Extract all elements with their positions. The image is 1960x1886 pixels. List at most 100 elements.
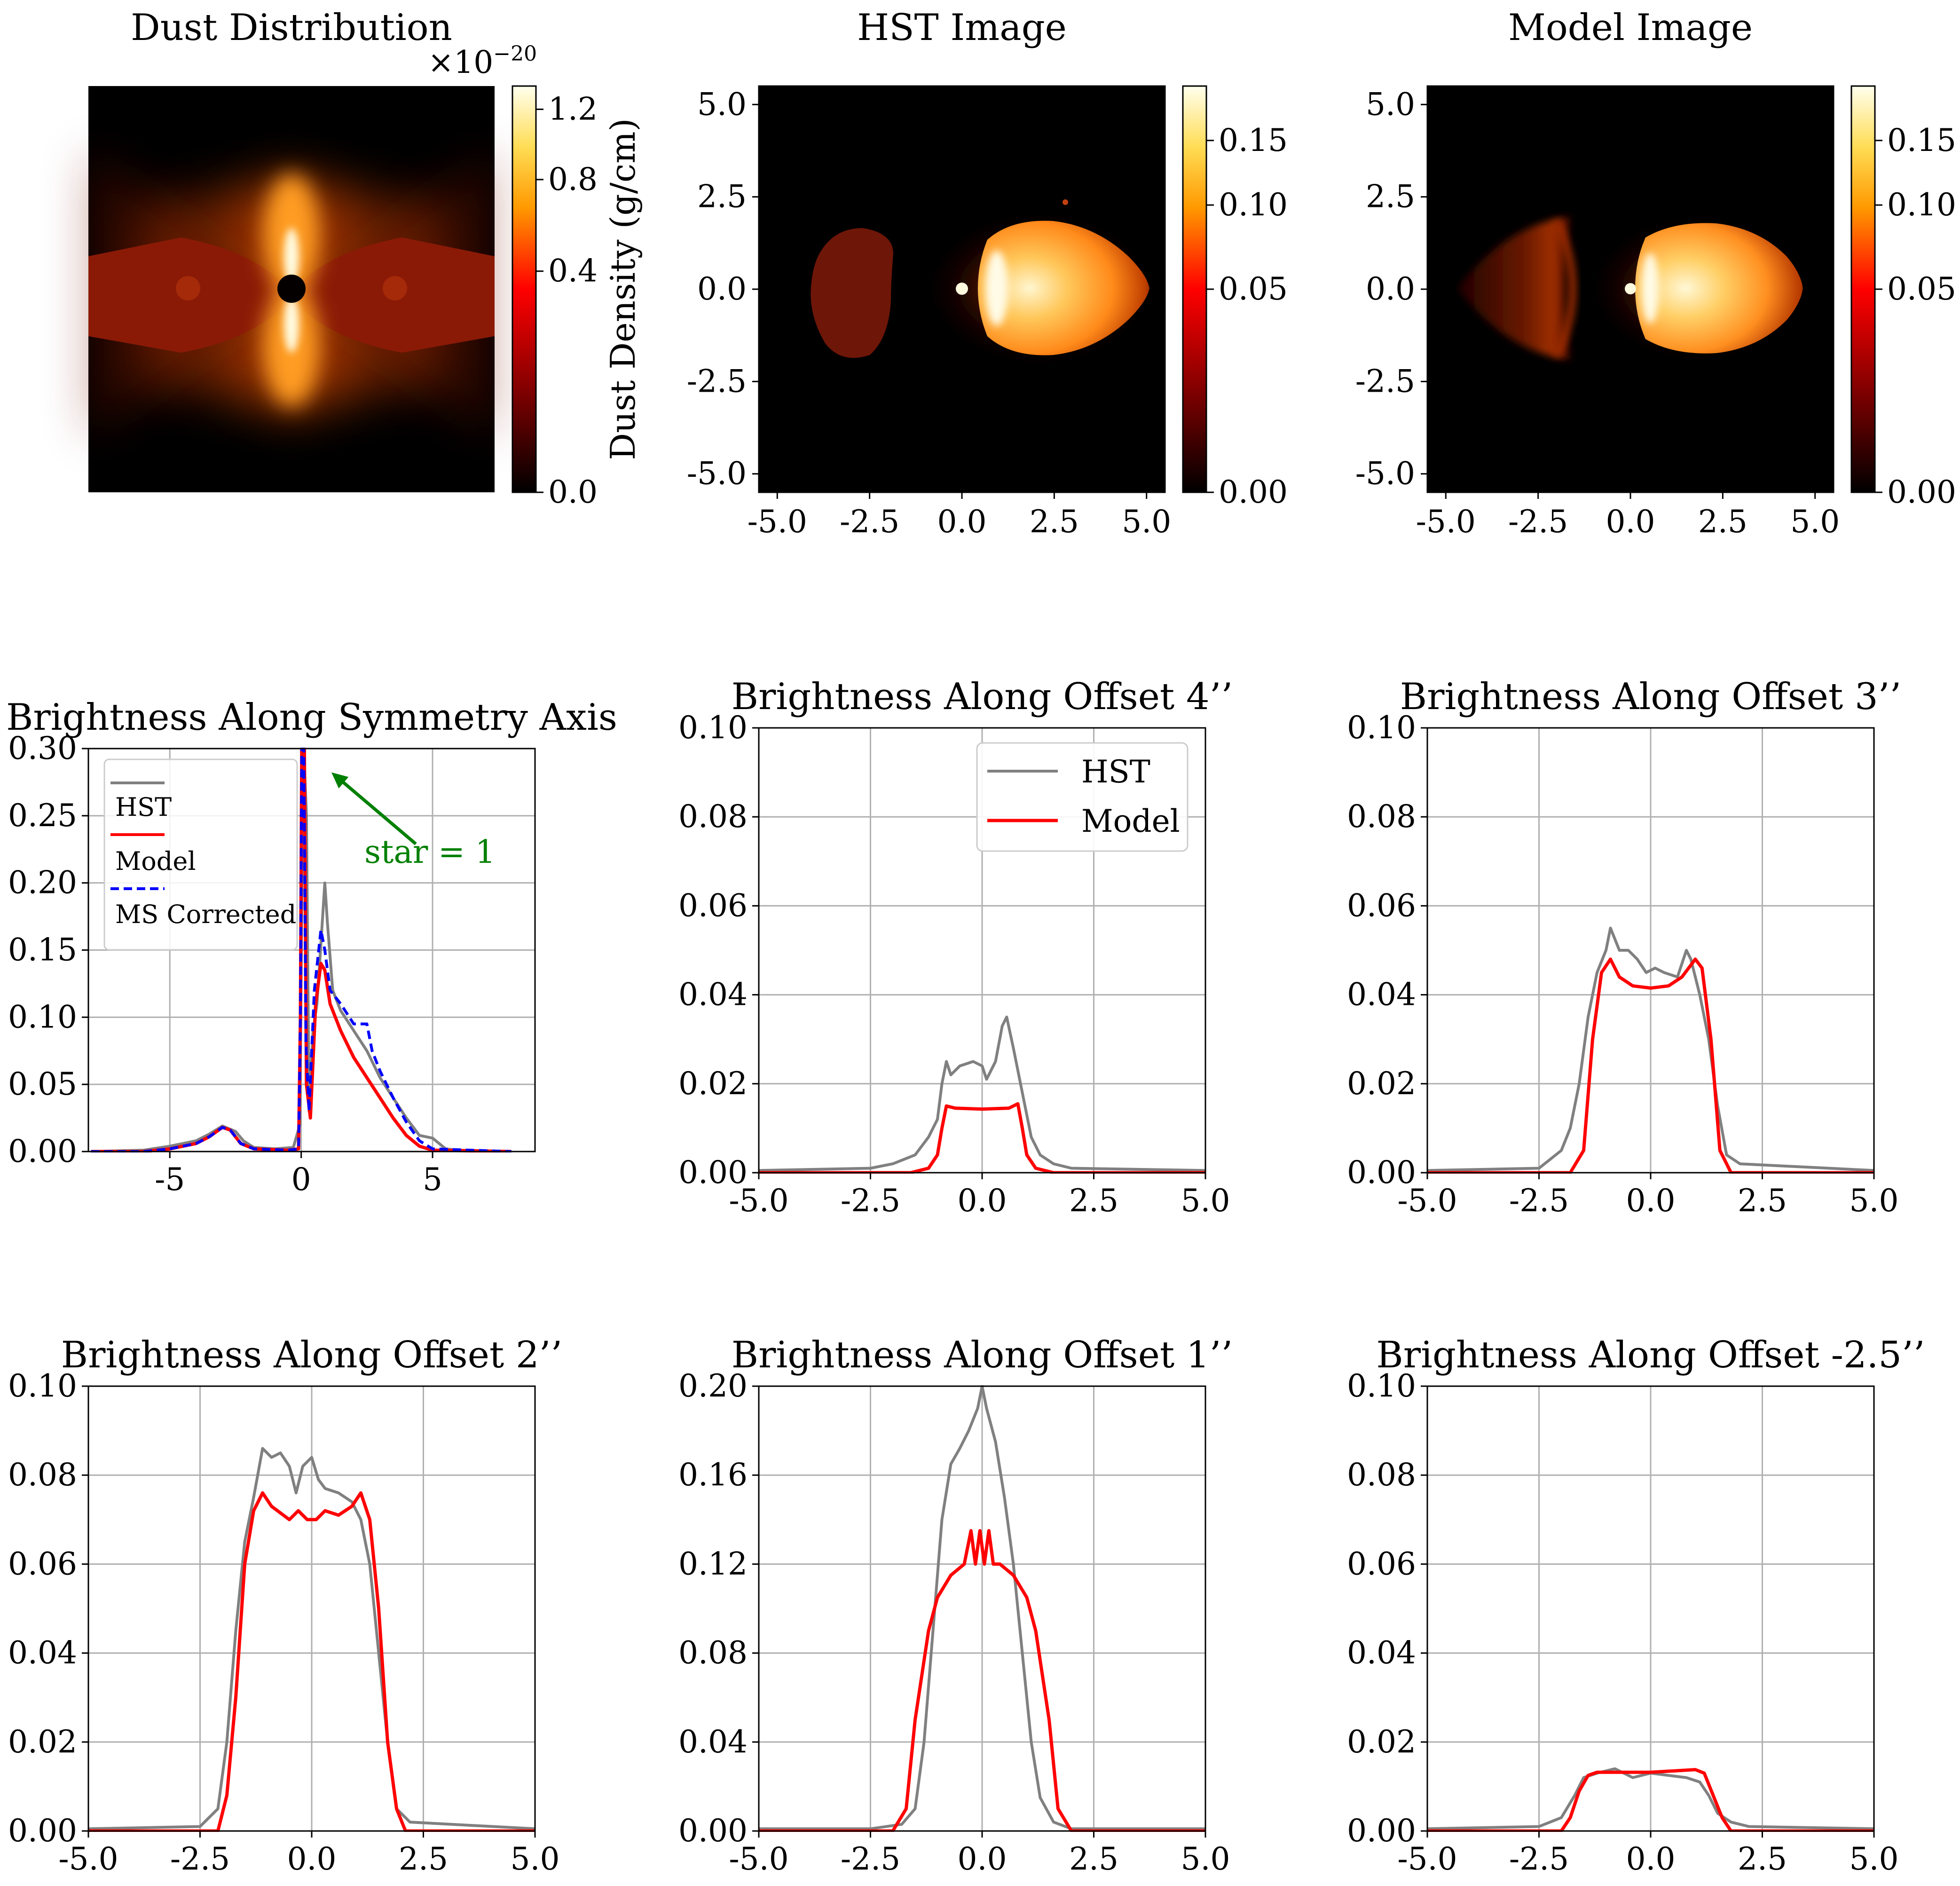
off1-ytick-label: 0.04 bbox=[678, 1724, 748, 1760]
dust-distribution-panel: Dust Distribution 1.2 0.8 0.4 0.0 ×10−20 Du… bbox=[88, 7, 643, 510]
off2-xtick-label: 2.5 bbox=[399, 1841, 448, 1877]
offset-4-plot: Brightness Along Offset 4’’ -5.0 -2.5 0.0 2.… bbox=[678, 676, 1233, 1219]
hst-xtick-label: 0.0 bbox=[937, 504, 987, 540]
off3-ytick-label: 0.02 bbox=[1347, 1065, 1416, 1102]
model-colorbar-tick-label: 0.05 bbox=[1887, 271, 1956, 307]
model-image-panel: Model Image 0.15 0.10 0.05 0.00 -5.0 -2.5 0.0… bbox=[1355, 7, 1956, 540]
dust-colorbar-multiplier: ×10−20 bbox=[428, 42, 537, 80]
hst-image-axes: -5.0 -2.5 0.0 2.5 5.0 5.0 2.5 0.0 -2.5 -5.0 bbox=[687, 85, 1171, 540]
off1-ytick-label: 0.20 bbox=[678, 1368, 748, 1404]
off1-xtick-label: -5.0 bbox=[729, 1841, 788, 1877]
hst-ytick-label: -5.0 bbox=[687, 456, 747, 492]
sym-series-model bbox=[91, 748, 512, 1152]
off1-ytick-label: 0.00 bbox=[678, 1813, 748, 1849]
model-image-axes: -5.0 -2.5 0.0 2.5 5.0 5.0 2.5 0.0 -2.5 -5.0 bbox=[1355, 85, 1840, 540]
off2-ytick-label: 0.10 bbox=[8, 1368, 77, 1404]
off4-series-hst bbox=[759, 1015, 1205, 1172]
model-colorbar bbox=[1850, 85, 1876, 493]
offm25-title: Brightness Along Offset -2.5’’ bbox=[1376, 1334, 1925, 1376]
off2-series-model bbox=[88, 1491, 535, 1832]
off1-ytick-label: 0.12 bbox=[678, 1546, 748, 1582]
off3-ytick-label: 0.04 bbox=[1347, 977, 1416, 1013]
sym-ytick-label: 0.10 bbox=[8, 999, 77, 1035]
off4-legend: HST Model bbox=[976, 742, 1189, 852]
sym-xtick-label: 0 bbox=[291, 1161, 311, 1198]
hst-colorbar-tick-label: 0.05 bbox=[1219, 271, 1288, 307]
sym-title: Brightness Along Symmetry Axis bbox=[6, 696, 617, 739]
off1-xtick-label: 0.0 bbox=[958, 1841, 1007, 1877]
model-colorbar-tick-label: 0.15 bbox=[1887, 122, 1956, 158]
dust-colorbar-ticks: 1.2 0.8 0.4 0.0 bbox=[536, 91, 598, 510]
off4-ytick-label: 0.02 bbox=[678, 1065, 748, 1102]
sym-legend-label-model: Model bbox=[115, 846, 196, 876]
off2-xtick-label: 5.0 bbox=[511, 1841, 560, 1877]
model-ytick-label: 2.5 bbox=[1366, 179, 1415, 215]
off4-legend-label-model: Model bbox=[1081, 803, 1180, 839]
off1-xtick-label: 5.0 bbox=[1181, 1841, 1230, 1877]
off4-xtick-label: 5.0 bbox=[1181, 1183, 1230, 1219]
off3-series-model bbox=[1427, 957, 1874, 1174]
off3-ytick-label: 0.06 bbox=[1347, 887, 1416, 923]
model-xtick-label: -5.0 bbox=[1416, 504, 1476, 540]
star-annotation-text: star = 1 bbox=[364, 834, 496, 871]
off3-series-hst bbox=[1427, 926, 1874, 1172]
model-xtick-label: 0.0 bbox=[1606, 504, 1655, 540]
off1-series-model bbox=[759, 1529, 1205, 1832]
dust-title: Dust Distribution bbox=[131, 7, 452, 49]
off2-xtick-label: -5.0 bbox=[58, 1841, 118, 1877]
star-annotation-arrow bbox=[336, 775, 417, 845]
off4-legend-label-hst: HST bbox=[1081, 754, 1150, 790]
sym-ytick-label: 0.30 bbox=[8, 730, 77, 766]
hst-ytick-label: -2.5 bbox=[687, 363, 747, 399]
offm25-xtick-label: -5.0 bbox=[1397, 1841, 1457, 1877]
off1-ytick-label: 0.16 bbox=[678, 1457, 748, 1493]
dust-colorbar-tick-label: 1.2 bbox=[548, 91, 598, 127]
offm25-ytick-label: 0.02 bbox=[1347, 1724, 1416, 1760]
hst-colorbar-ticks: 0.15 0.10 0.05 0.00 bbox=[1206, 122, 1288, 510]
offm25-ytick-label: 0.00 bbox=[1347, 1813, 1416, 1849]
off2-ytick-label: 0.00 bbox=[8, 1813, 77, 1849]
hst-colorbar-tick-label: 0.15 bbox=[1219, 122, 1288, 158]
off2-series-hst bbox=[88, 1447, 535, 1831]
svg-text:×10−20: ×10−20 bbox=[428, 42, 537, 80]
off1-title: Brightness Along Offset 1’’ bbox=[732, 1334, 1233, 1376]
off1-ytick-label: 0.08 bbox=[678, 1635, 748, 1671]
off3-ytick-label: 0.00 bbox=[1347, 1154, 1416, 1191]
sym-legend-box bbox=[103, 758, 298, 951]
dust-colorbar-tick-label: 0.8 bbox=[548, 161, 598, 197]
dust-colorbar-label: Dust Density (g/cm) bbox=[603, 118, 643, 460]
off4-series-model bbox=[759, 1102, 1205, 1174]
off4-title: Brightness Along Offset 4’’ bbox=[732, 676, 1233, 718]
off1-xtick-label: 2.5 bbox=[1069, 1841, 1118, 1877]
dust-colorbar-tick-label: 0.0 bbox=[548, 474, 598, 510]
model-ytick-label: -5.0 bbox=[1355, 456, 1415, 492]
off4-xtick-label: -5.0 bbox=[729, 1183, 788, 1219]
symmetry-axis-plot: Brightness Along Symmetry Axis -5 0 5 0.00 0.… bbox=[6, 696, 617, 1198]
offset-1-plot: Brightness Along Offset 1’’ -5.0 -2.5 0.0 2.… bbox=[678, 1334, 1233, 1877]
hst-xtick-label: -5.0 bbox=[748, 504, 807, 540]
off1-xtick-label: -2.5 bbox=[841, 1841, 900, 1877]
hst-colorbar-tick-label: 0.10 bbox=[1219, 187, 1288, 223]
off2-xtick-label: -2.5 bbox=[170, 1841, 230, 1877]
sym-xtick-label: 5 bbox=[423, 1161, 442, 1198]
off3-xtick-label: 0.0 bbox=[1626, 1183, 1676, 1219]
off4-xtick-label: -2.5 bbox=[841, 1183, 900, 1219]
hst-image-title: HST Image bbox=[857, 7, 1067, 49]
model-colorbar-tick-label: 0.10 bbox=[1887, 187, 1956, 223]
dust-colorbar-tick-label: 0.4 bbox=[548, 253, 598, 289]
off4-ytick-label: 0.08 bbox=[678, 798, 748, 835]
off2-ytick-label: 0.04 bbox=[8, 1635, 77, 1671]
off2-title: Brightness Along Offset 2’’ bbox=[61, 1334, 562, 1376]
dust-multiplier-text: ×10 bbox=[428, 44, 493, 80]
model-colorbar-tick-label: 0.00 bbox=[1887, 474, 1956, 510]
hst-xtick-label: 5.0 bbox=[1122, 504, 1171, 540]
off3-xtick-label: -5.0 bbox=[1397, 1183, 1457, 1219]
hst-colorbar-tick-label: 0.00 bbox=[1219, 474, 1288, 510]
offset-2-plot: Brightness Along Offset 2’’ -5.0 -2.5 0.0 2.… bbox=[8, 1334, 562, 1877]
sym-xtick-label: -5 bbox=[155, 1161, 185, 1198]
model-colorbar-ticks: 0.15 0.10 0.05 0.00 bbox=[1875, 122, 1956, 510]
model-ytick-label: 5.0 bbox=[1366, 86, 1415, 122]
sym-legend-label-hst: HST bbox=[115, 792, 172, 822]
off2-xtick-label: 0.0 bbox=[287, 1841, 337, 1877]
